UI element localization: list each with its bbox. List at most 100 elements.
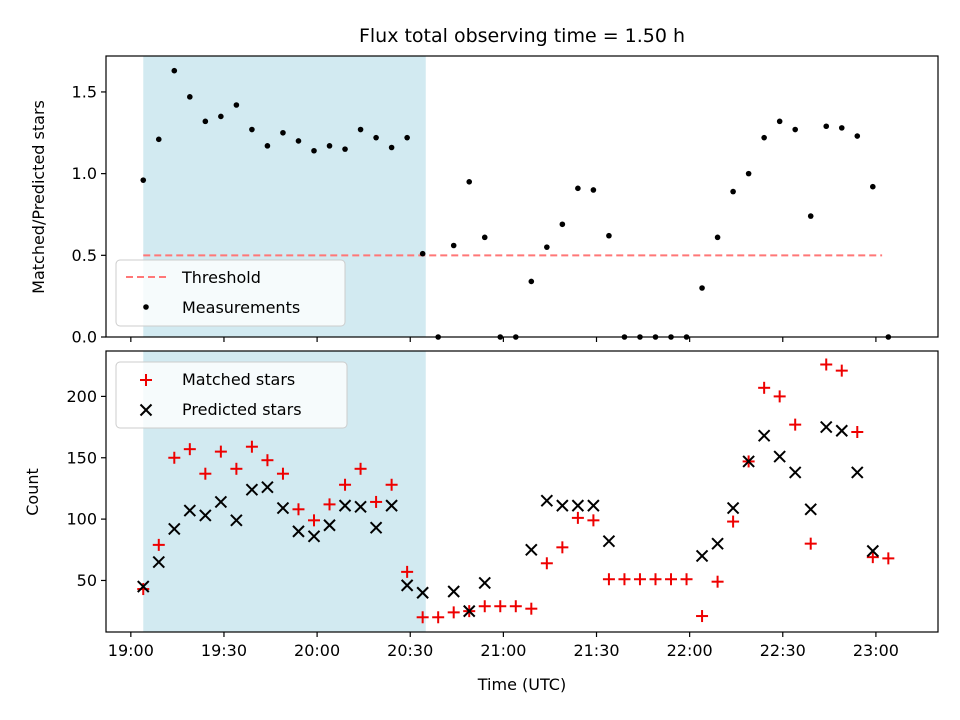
matched-star-point: [230, 462, 243, 475]
matched-star-point: [261, 454, 274, 467]
y-tick-label: 100: [66, 510, 97, 529]
matched-star-point: [385, 478, 398, 491]
matched-star-point: [432, 611, 445, 624]
measurement-point: [280, 129, 286, 136]
measurement-point: [466, 178, 473, 185]
measurement-point: [187, 94, 193, 100]
measurement-point: [776, 118, 783, 125]
y-tick-label: 0.5: [72, 246, 97, 265]
measurement-point: [870, 183, 876, 190]
matched-star-point: [587, 514, 600, 527]
measurement-point: [590, 187, 597, 193]
predicted-star-point: [695, 549, 709, 563]
measurement-point: [823, 123, 830, 130]
predicted-star-point: [804, 503, 817, 516]
matched-star-point: [199, 467, 212, 480]
predicted-star-point: [851, 466, 864, 479]
legend-predicted-label: Predicted stars: [182, 400, 302, 419]
matched-star-point: [633, 573, 646, 586]
matched-star-point: [680, 573, 693, 586]
matched-star-point: [540, 557, 553, 570]
matched-star-point: [494, 600, 507, 613]
predicted-star-point: [369, 521, 383, 534]
measurement-point: [606, 232, 612, 239]
matched-star-point: [649, 573, 662, 586]
measurement-point: [559, 221, 566, 228]
predicted-star-point: [711, 537, 724, 550]
measurement-point: [714, 234, 721, 241]
bottom-plot-frame: [105, 350, 939, 633]
matched-star-point: [773, 390, 786, 403]
predicted-star-point: [742, 455, 755, 468]
matched-star-point: [183, 443, 196, 456]
matched-star-point: [416, 611, 429, 624]
x-tick-label: 22:00: [667, 641, 713, 660]
predicted-star-point: [214, 495, 228, 509]
matched-star-point: [509, 600, 522, 613]
measurement-point: [342, 146, 348, 152]
matched-star-point: [339, 478, 352, 491]
bottom-y-axis-label: Count: [23, 468, 42, 516]
top-plot-frame: [105, 55, 939, 338]
predicted-star-point: [447, 585, 460, 598]
predicted-star-point: [183, 504, 197, 517]
predicted-star-point: [602, 534, 616, 548]
predicted-star-point: [323, 519, 336, 532]
bottom-y-ticks: 50 100 150 200: [66, 387, 106, 590]
matched-star-point: [866, 551, 879, 564]
matched-star-point: [370, 495, 383, 508]
legend-predicted-swatch: [139, 403, 153, 417]
matched-star-point: [292, 503, 305, 516]
x-axis-label: Time (UTC): [477, 675, 566, 694]
predicted-star-point: [416, 586, 429, 599]
measurement-point: [528, 278, 535, 285]
x-tick-label: 20:00: [294, 641, 340, 660]
matched-star-point: [245, 440, 258, 453]
y-tick-label: 50: [77, 571, 97, 590]
measurement-point: [419, 250, 426, 257]
legend-threshold-label: Threshold: [181, 268, 261, 287]
bottom-legend-box: [115, 361, 348, 429]
y-tick-label: 0.0: [72, 328, 97, 347]
y-tick-label: 200: [66, 387, 97, 406]
measurement-point: [311, 147, 317, 154]
top-y-ticks: 0.0 0.5 1.0 1.5: [72, 82, 106, 347]
predicted-star-point: [788, 466, 802, 479]
predicted-star-point: [199, 509, 212, 522]
bottom-panel: 19:00 19:30 20:00 20:30 21:00 21:30 22:00 22:30…: [23, 350, 939, 694]
matched-star-point: [276, 467, 289, 480]
measurement-point: [155, 136, 162, 143]
legend-matched-swatch: [140, 374, 152, 386]
chart-title: Flux total observing time = 1.50 h: [359, 25, 685, 47]
legend-measurements-swatch: [143, 304, 149, 310]
predicted-star-point: [338, 499, 352, 512]
measurement-point: [792, 126, 798, 133]
matched-star-point: [696, 610, 709, 623]
predicted-star-point: [556, 499, 569, 512]
matched-star-point: [571, 511, 584, 524]
matched-star-point: [711, 575, 724, 588]
measurement-point: [140, 177, 147, 183]
top-legend: Threshold Measurements: [115, 259, 346, 327]
matched-star-point: [804, 537, 817, 550]
measurement-point: [326, 143, 333, 149]
matched-star-point: [137, 583, 150, 596]
predicted-star-point: [726, 501, 740, 515]
measurement-point: [730, 188, 736, 195]
x-tick-label: 20:30: [387, 641, 433, 660]
matched-star-point: [447, 606, 460, 619]
matched-star-point: [556, 541, 569, 554]
measurement-point: [373, 134, 379, 141]
matched-star-point: [168, 451, 181, 464]
measurement-point: [357, 126, 364, 133]
matched-star-point: [308, 514, 320, 527]
predicted-star-point: [276, 501, 290, 515]
x-tick-label: 19:30: [201, 641, 247, 660]
predicted-star-point: [230, 514, 243, 527]
matched-star-point: [602, 573, 615, 586]
measurement-point: [249, 126, 255, 133]
measurement-point: [388, 144, 395, 151]
measurement-point: [807, 213, 814, 219]
matched-star-point: [323, 498, 336, 511]
